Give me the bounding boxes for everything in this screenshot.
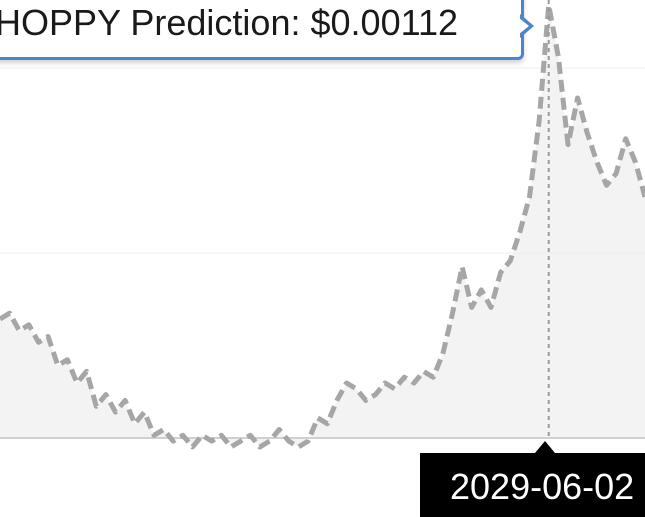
prediction-series	[0, 2, 645, 450]
tooltip-value: $0.00112	[310, 2, 458, 43]
tooltip-text: HOPPY Prediction: $0.00112	[0, 1, 458, 45]
prediction-area-fill	[0, 5, 645, 447]
x-label-pointer	[535, 441, 555, 453]
prediction-tooltip: HOPPY Prediction: $0.00112	[0, 0, 524, 60]
crosshair-date: 2029-06-02	[450, 466, 635, 507]
tooltip-pointer-inner	[519, 18, 529, 34]
crosshair-x-label: 2029-06-02	[420, 453, 645, 517]
prediction-line	[0, 2, 645, 450]
tooltip-label: HOPPY Prediction:	[0, 2, 301, 43]
